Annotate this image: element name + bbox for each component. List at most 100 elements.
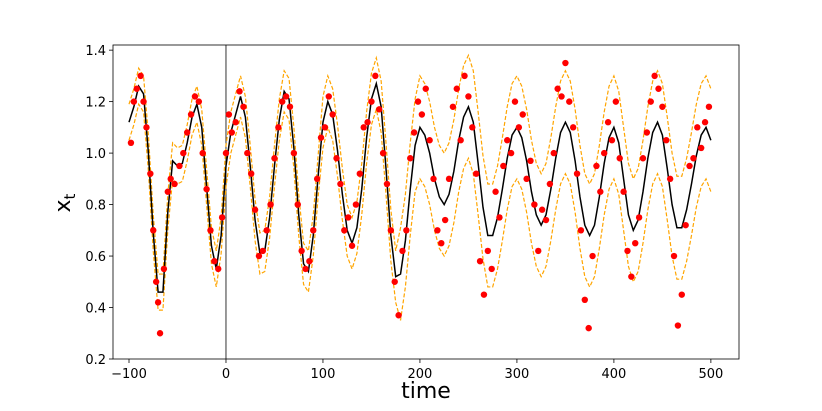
data-point (554, 85, 561, 92)
data-point (457, 137, 464, 144)
data-point (472, 170, 480, 177)
data-point (341, 227, 348, 234)
data-point (635, 214, 643, 221)
data-point (523, 175, 530, 183)
data-point (639, 155, 647, 162)
data-point (140, 98, 147, 105)
y-tick-label: 0.8 (85, 199, 106, 214)
data-point (180, 149, 187, 157)
data-point (337, 180, 344, 188)
data-point (137, 72, 144, 80)
data-point (263, 227, 270, 234)
x-tick-label: 300 (505, 367, 530, 382)
data-point (251, 206, 259, 213)
data-point (663, 137, 670, 144)
data-point (348, 242, 356, 249)
data-point (426, 137, 433, 144)
y-axis-label: xt (51, 193, 79, 212)
data-point (566, 98, 573, 105)
data-point (488, 265, 495, 273)
data-point (143, 124, 150, 131)
data-point (203, 185, 210, 193)
data-point (154, 299, 162, 306)
data-point (632, 239, 639, 247)
data-point (527, 157, 534, 165)
data-point (313, 175, 321, 183)
series-line (128, 53, 712, 275)
data-point (356, 170, 364, 177)
data-point (310, 227, 317, 234)
data-point (496, 214, 503, 221)
data-point (604, 119, 612, 126)
data-point (294, 201, 301, 208)
data-point (608, 137, 616, 144)
data-point (418, 111, 426, 118)
data-point (569, 124, 577, 131)
data-point (515, 124, 523, 131)
data-point (211, 257, 218, 265)
y-tick-label: 1.2 (85, 96, 106, 111)
data-point (127, 139, 135, 147)
data-point (612, 98, 620, 105)
data-point (600, 149, 608, 157)
data-point (267, 201, 274, 208)
data-point (207, 227, 214, 234)
x-tick-label: −100 (111, 367, 147, 382)
y-label-subscript: t (61, 193, 79, 199)
data-point (247, 170, 255, 177)
data-point (130, 98, 138, 105)
data-point (240, 103, 247, 110)
data-point (290, 149, 298, 157)
data-point (317, 134, 325, 141)
data-point (147, 170, 154, 177)
data-point (624, 247, 631, 255)
data-point (222, 149, 230, 157)
data-point (236, 88, 243, 95)
data-point (150, 227, 157, 234)
data-point (651, 72, 658, 80)
data-point (480, 291, 488, 298)
data-point (500, 162, 507, 170)
data-point (387, 227, 395, 234)
data-point (403, 227, 410, 234)
data-point (364, 119, 371, 126)
data-point (701, 119, 709, 126)
data-point (705, 103, 713, 110)
data-point (581, 296, 589, 304)
data-point (164, 188, 171, 195)
data-point (171, 180, 178, 188)
plot-area (127, 45, 713, 359)
data-point (232, 119, 239, 126)
data-point (461, 72, 468, 80)
data-point (383, 180, 391, 188)
data-point (271, 155, 278, 162)
data-point (372, 72, 379, 80)
data-point (449, 103, 457, 110)
data-point (519, 111, 526, 118)
data-point (187, 111, 195, 118)
data-point (352, 201, 360, 208)
x-tick-label: 400 (601, 367, 626, 382)
data-point (682, 221, 689, 229)
data-point (333, 155, 340, 162)
data-point (282, 93, 290, 100)
data-point (562, 59, 569, 67)
data-point (279, 98, 286, 105)
x-tick-label: 0 (222, 367, 230, 382)
data-point (325, 93, 332, 100)
data-point (298, 247, 305, 255)
data-point (286, 103, 294, 110)
data-point (344, 214, 352, 221)
data-point (407, 155, 414, 162)
data-point (430, 175, 437, 183)
data-point (302, 265, 309, 273)
data-point (465, 93, 472, 100)
data-point (550, 149, 557, 157)
data-point (585, 324, 592, 332)
data-point (597, 188, 604, 195)
data-point (167, 175, 174, 183)
data-point (616, 155, 623, 162)
data-point (368, 98, 375, 105)
data-point (379, 149, 387, 157)
data-point (492, 188, 499, 195)
